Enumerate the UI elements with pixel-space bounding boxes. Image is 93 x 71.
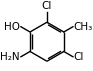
- Text: HO: HO: [4, 22, 20, 32]
- Text: H₂N: H₂N: [0, 52, 20, 62]
- Text: Cl: Cl: [42, 1, 52, 11]
- Text: Cl: Cl: [74, 52, 84, 62]
- Text: CH₃: CH₃: [74, 22, 93, 32]
